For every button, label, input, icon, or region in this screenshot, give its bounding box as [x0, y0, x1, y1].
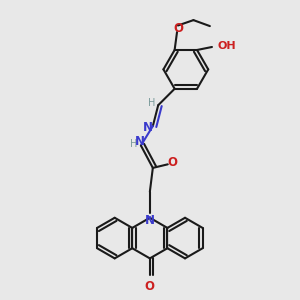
Text: H: H — [130, 139, 137, 149]
Text: OH: OH — [218, 41, 237, 51]
Text: O: O — [167, 156, 177, 169]
Text: N: N — [142, 121, 152, 134]
Text: N: N — [145, 214, 155, 226]
Text: H: H — [148, 98, 155, 108]
Text: N: N — [134, 135, 144, 148]
Text: O: O — [173, 22, 183, 35]
Text: O: O — [145, 280, 155, 293]
